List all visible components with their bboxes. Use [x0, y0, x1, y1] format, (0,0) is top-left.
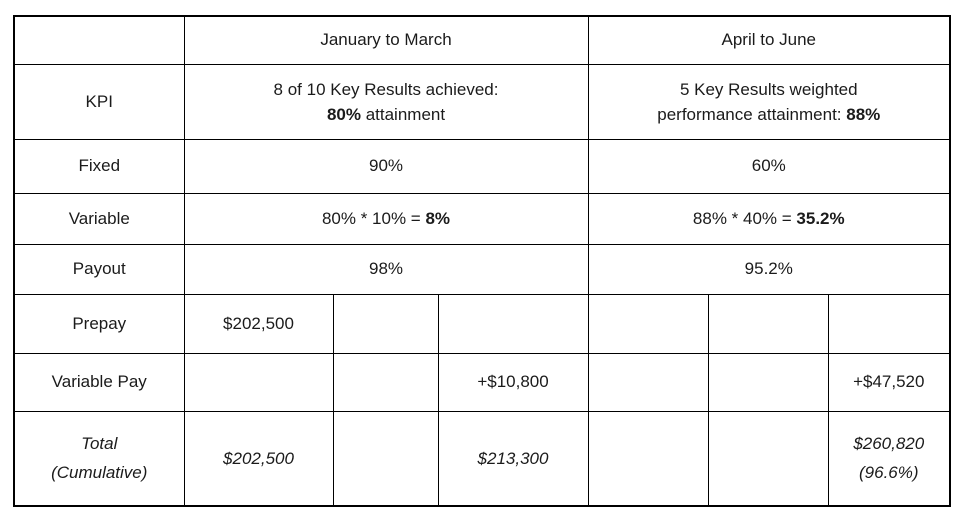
row-label-prepay: Prepay [13, 293, 185, 354]
payout-apr-cell: 95.2% [587, 243, 951, 295]
corner-cell [13, 15, 185, 65]
payout-row: Payout 98% 95.2% [13, 243, 951, 295]
prepay-row: Prepay $202,500 [13, 293, 951, 354]
variable-apr-cell: 88% * 40% = 35.2% [587, 192, 951, 245]
prepay-jan-cell-1: $202,500 [183, 293, 334, 354]
row-label-payout: Payout [13, 243, 185, 295]
total-jan-cell-3: $213,300 [437, 410, 589, 507]
total-apr-cell-2 [707, 410, 829, 507]
row-label-variable-pay: Variable Pay [13, 352, 185, 412]
fixed-jan-cell: 90% [183, 138, 589, 194]
total-apr-cell-3: $260,820 (96.6%) [827, 410, 951, 507]
total-jan-cell-2 [332, 410, 439, 507]
total-apr-cell-1 [587, 410, 709, 507]
variable-pay-jan-cell-3: +$10,800 [437, 352, 589, 412]
variable-pay-jan-cell-1 [183, 352, 334, 412]
kpi-jan-cell: 8 of 10 Key Results achieved: 80% attainm… [183, 63, 589, 140]
total-apr-amount: $260,820 [853, 434, 925, 454]
kpi-row: KPI 8 of 10 Key Results achieved: 80% att… [13, 63, 951, 140]
total-jan-cell-1: $202,500 [183, 410, 334, 507]
variable-pay-apr-cell-1 [587, 352, 709, 412]
variable-row: Variable 80% * 10% = 8% 88% * 40% = 35.2… [13, 192, 951, 245]
row-label-variable: Variable [13, 192, 185, 245]
payout-table: January to March April to June KPI 8 of … [13, 15, 952, 507]
variable-pay-apr-cell-2 [707, 352, 829, 412]
variable-pay-jan-cell-2 [332, 352, 439, 412]
variable-jan-cell: 80% * 10% = 8% [183, 192, 589, 245]
total-label-line1: Total [81, 434, 118, 454]
variable-jan-bold: 8% [425, 208, 451, 228]
kpi-jan-bold: 80% [326, 104, 361, 124]
fixed-row: Fixed 90% 60% [13, 138, 951, 194]
variable-apr-formula: 88% * 40% = [692, 208, 797, 228]
payout-jan-cell: 98% [183, 243, 589, 295]
kpi-apr-bold: 88% [846, 104, 881, 124]
prepay-jan-cell-3 [437, 293, 589, 354]
prepay-apr-cell-1 [587, 293, 709, 354]
col-header-january-to-march: January to March [183, 15, 589, 65]
total-cumulative-row: Total (Cumulative) $202,500 $213,300 $260… [13, 410, 951, 507]
kpi-apr-cell: 5 Key Results weighted performance attain… [587, 63, 951, 140]
fixed-apr-cell: 60% [587, 138, 951, 194]
total-label-line2: (Cumulative) [51, 463, 148, 483]
variable-apr-bold: 35.2% [796, 208, 845, 228]
total-apr-percent: (96.6%) [859, 463, 919, 483]
kpi-jan-after: attainment [360, 104, 446, 124]
col-header-april-to-june: April to June [587, 15, 951, 65]
row-label-kpi: KPI [13, 63, 185, 140]
prepay-apr-cell-3 [827, 293, 951, 354]
variable-pay-apr-cell-3: +$47,520 [827, 352, 951, 412]
row-label-total-cumulative: Total (Cumulative) [13, 410, 185, 507]
row-label-fixed: Fixed [13, 138, 185, 194]
prepay-jan-cell-2 [332, 293, 439, 354]
kpi-jan-line1: 8 of 10 Key Results achieved: [273, 79, 499, 99]
variable-pay-row: Variable Pay +$10,800 +$47,520 [13, 352, 951, 412]
kpi-apr-line2: performance attainment: [657, 104, 847, 124]
prepay-apr-cell-2 [707, 293, 829, 354]
variable-jan-formula: 80% * 10% = [321, 208, 426, 228]
kpi-apr-line1: 5 Key Results weighted [679, 79, 858, 99]
header-row: January to March April to June [13, 15, 951, 65]
